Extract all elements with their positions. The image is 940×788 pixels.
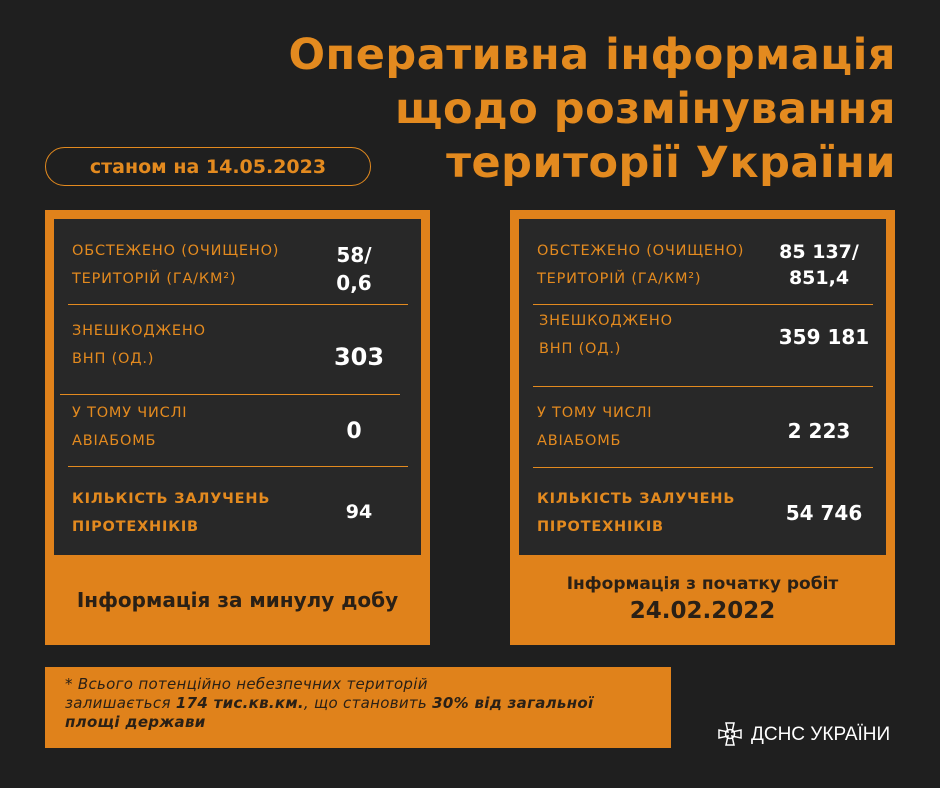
stat-value: 58/0,6 xyxy=(336,243,372,295)
logo-text: ДСНС УКРАЇНИ xyxy=(751,724,891,745)
divider xyxy=(68,304,408,305)
stat-label: ЗНЕШКОДЖЕНО ВНП (ОД.) xyxy=(539,313,673,357)
stat-label: ОБСТЕЖЕНО (ОЧИЩЕНО) ТЕРИТОРІЙ (ГА/КМ²) xyxy=(537,243,745,287)
panel-caption-date: 24.02.2022 xyxy=(629,598,776,624)
total-panel: ОБСТЕЖЕНО (ОЧИЩЕНО) ТЕРИТОРІЙ (ГА/КМ²) 85… xyxy=(510,210,895,645)
daily-stats: ОБСТЕЖЕНО (ОЧИЩЕНО) ТЕРИТОРІЙ (ГА/КМ²) 58… xyxy=(54,219,421,555)
stat-value: 85 137/851,4 xyxy=(779,241,859,289)
stat-value: 303 xyxy=(333,343,385,371)
footnote: * Всього потенційно небезпечних територі… xyxy=(45,667,671,748)
stat-label: КІЛЬКІСТЬ ЗАЛУЧЕНЬ ПІРОТЕХНІКІВ xyxy=(72,491,271,535)
stat-value: 94 xyxy=(345,501,373,523)
panel-caption: Інформація за минулу добу xyxy=(76,588,399,612)
title-line: Оперативна інформація xyxy=(288,30,896,80)
stat-label: У ТОМУ ЧИСЛІ АВІАБОМБ xyxy=(537,405,653,449)
page-title: Оперативна інформація щодо розмінування … xyxy=(288,28,896,190)
stat-value: 54 746 xyxy=(785,501,863,525)
title-line: території України xyxy=(446,138,896,188)
dsns-emblem-icon xyxy=(718,722,742,746)
daily-panel: ОБСТЕЖЕНО (ОЧИЩЕНО) ТЕРИТОРІЙ (ГА/КМ²) 58… xyxy=(45,210,430,645)
divider xyxy=(533,467,873,468)
divider xyxy=(68,466,408,467)
stat-label: ОБСТЕЖЕНО (ОЧИЩЕНО) ТЕРИТОРІЙ (ГА/КМ²) xyxy=(72,243,280,287)
panel-caption: Інформація з початку робіт xyxy=(566,574,839,594)
stat-label: У ТОМУ ЧИСЛІ АВІАБОМБ xyxy=(72,405,188,449)
dsns-logo: ДСНС УКРАЇНИ xyxy=(715,720,890,750)
divider xyxy=(60,394,400,395)
divider xyxy=(533,304,873,305)
stat-label: ЗНЕШКОДЖЕНО ВНП (ОД.) xyxy=(72,323,206,367)
title-line: щодо розмінування xyxy=(394,84,896,134)
stat-value: 0 xyxy=(346,419,362,444)
total-stats: ОБСТЕЖЕНО (ОЧИЩЕНО) ТЕРИТОРІЙ (ГА/КМ²) 85… xyxy=(519,219,886,555)
stat-label: КІЛЬКІСТЬ ЗАЛУЧЕНЬ ПІРОТЕХНІКІВ xyxy=(537,491,736,535)
date-badge: станом на 14.05.2023 xyxy=(45,147,371,186)
stat-value: 2 223 xyxy=(787,419,851,443)
stat-value: 359 181 xyxy=(778,325,870,349)
divider xyxy=(533,386,873,387)
